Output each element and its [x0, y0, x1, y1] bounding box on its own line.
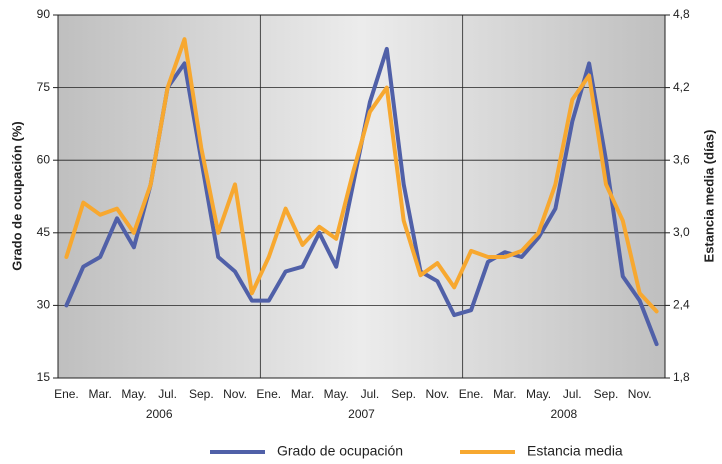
legend-label: Estancia media	[527, 443, 623, 459]
x-tick-label: Mar.	[493, 387, 516, 401]
x-tick-label: May.	[324, 387, 349, 401]
y2-tick-label: 1,8	[673, 370, 690, 384]
x-tick-label: Ene.	[54, 387, 79, 401]
y2-tick-label: 3,6	[673, 152, 690, 166]
y2-axis-title: Estancia media (días)	[701, 130, 716, 263]
x-tick-label: Nov.	[628, 387, 652, 401]
y-tick-label: 75	[37, 80, 51, 94]
x-tick-label: Sep.	[594, 387, 619, 401]
y2-tick-label: 4,2	[673, 80, 690, 94]
x-tick-label: Jul.	[563, 387, 582, 401]
y-tick-label: 90	[37, 7, 51, 21]
x-tick-label: Sep.	[189, 387, 214, 401]
y-axis-title: Grado de ocupación (%)	[9, 121, 24, 271]
x-group-label: 2007	[348, 407, 375, 421]
x-group-label: 2008	[550, 407, 577, 421]
x-tick-label: Ene.	[256, 387, 281, 401]
y-tick-label: 30	[37, 298, 51, 312]
y2-tick-label: 2,4	[673, 298, 690, 312]
y-tick-label: 60	[37, 152, 51, 166]
x-tick-label: May.	[526, 387, 551, 401]
y2-tick-label: 3,0	[673, 225, 690, 239]
x-tick-label: Nov.	[425, 387, 449, 401]
y-tick-label: 15	[37, 370, 51, 384]
x-tick-label: Mar.	[291, 387, 314, 401]
x-tick-label: Jul.	[158, 387, 177, 401]
y2-tick-label: 4,8	[673, 7, 690, 21]
x-tick-label: Nov.	[223, 387, 247, 401]
plot-area	[57, 14, 666, 379]
x-tick-label: Jul.	[361, 387, 380, 401]
legend-label: Grado de ocupación	[277, 443, 403, 459]
x-tick-label: Sep.	[391, 387, 416, 401]
x-tick-label: May.	[121, 387, 146, 401]
x-tick-label: Ene.	[459, 387, 484, 401]
series-line	[64, 37, 659, 314]
x-group-label: 2006	[146, 407, 173, 421]
x-tick-label: Mar.	[88, 387, 111, 401]
y-tick-label: 45	[37, 225, 51, 239]
